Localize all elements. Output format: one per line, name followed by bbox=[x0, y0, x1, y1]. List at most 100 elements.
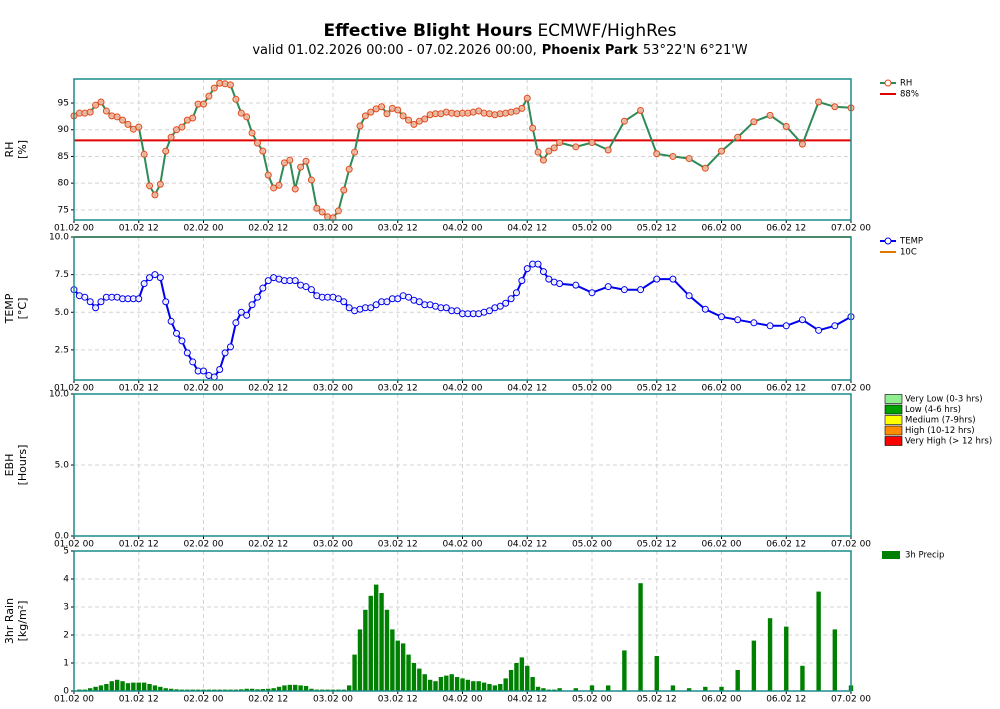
header: Effective Blight Hours ECMWF/HighRes vali… bbox=[0, 20, 1000, 60]
data-point bbox=[334, 207, 342, 215]
data-point bbox=[701, 164, 709, 172]
x-tick-label: 06.02 12 bbox=[766, 224, 806, 234]
x-tick-label: 05.02 12 bbox=[637, 695, 677, 705]
coords: 53°22'N 6°21'W bbox=[642, 43, 748, 58]
bar bbox=[271, 688, 276, 691]
data-point bbox=[378, 103, 386, 111]
data-point bbox=[502, 299, 510, 307]
legend-label: Low (4-6 hrs) bbox=[905, 405, 961, 415]
data-point bbox=[372, 301, 380, 309]
data-point bbox=[410, 120, 418, 128]
data-point bbox=[92, 304, 100, 312]
bar bbox=[800, 665, 805, 691]
data-point bbox=[259, 147, 267, 155]
data-point bbox=[637, 286, 645, 294]
y-axis-label: 3hr Rain bbox=[3, 598, 16, 644]
x-tick-label: 05.02 12 bbox=[637, 384, 677, 394]
bar bbox=[557, 688, 562, 691]
data-point bbox=[146, 182, 154, 190]
bar bbox=[460, 678, 465, 691]
data-point bbox=[270, 184, 278, 192]
bar bbox=[395, 640, 400, 691]
data-point bbox=[637, 107, 645, 115]
data-point bbox=[604, 146, 612, 154]
y-tick-label: 10.0 bbox=[49, 233, 69, 243]
bar bbox=[168, 688, 174, 691]
data-point bbox=[572, 143, 580, 151]
plot-frame bbox=[73, 550, 852, 692]
bar bbox=[384, 609, 390, 691]
data-point bbox=[156, 180, 164, 188]
data-point bbox=[523, 265, 531, 273]
y-axis-label: [kg/m²] bbox=[16, 601, 29, 642]
data-point bbox=[237, 109, 245, 117]
data-point bbox=[86, 108, 94, 116]
x-tick-label: 06.02 00 bbox=[701, 540, 741, 550]
data-point bbox=[253, 293, 261, 301]
data-point bbox=[534, 148, 542, 156]
data-point bbox=[232, 95, 240, 103]
bar bbox=[735, 670, 740, 691]
plot-frame bbox=[73, 236, 852, 381]
data-point bbox=[210, 373, 218, 381]
y-tick-label: 7.5 bbox=[55, 270, 69, 280]
y-axis-label: TEMP bbox=[3, 293, 16, 324]
data-point bbox=[248, 301, 256, 309]
data-point bbox=[367, 108, 375, 116]
data-point bbox=[588, 289, 596, 297]
data-point bbox=[518, 104, 526, 112]
bar bbox=[309, 688, 314, 691]
data-point bbox=[405, 116, 413, 124]
y-tick-label: 5 bbox=[63, 547, 69, 557]
bar bbox=[303, 685, 309, 691]
bar bbox=[508, 670, 514, 691]
bar bbox=[357, 629, 363, 691]
data-point bbox=[140, 150, 148, 158]
x-tick-label: 03.02 00 bbox=[313, 540, 353, 550]
data-point bbox=[766, 111, 774, 119]
data-point bbox=[119, 116, 127, 124]
data-point bbox=[102, 107, 110, 115]
data-point bbox=[383, 298, 391, 306]
data-point bbox=[189, 114, 197, 122]
x-tick-label: 07.02 00 bbox=[831, 224, 871, 234]
bar bbox=[686, 688, 692, 691]
x-tick-label: 06.02 00 bbox=[701, 695, 741, 705]
bar bbox=[535, 686, 541, 691]
x-tick-label: 06.02 12 bbox=[766, 384, 806, 394]
bar bbox=[346, 685, 352, 691]
bar bbox=[125, 683, 131, 691]
data-point bbox=[669, 152, 677, 160]
legend-marker bbox=[884, 79, 892, 87]
legend-label: Very Low (0-3 hrs) bbox=[905, 395, 983, 405]
data-point bbox=[620, 286, 628, 294]
data-point bbox=[588, 139, 596, 147]
data-point bbox=[226, 343, 234, 351]
bar bbox=[114, 679, 120, 691]
data-point bbox=[334, 295, 342, 303]
data-point bbox=[200, 100, 207, 108]
x-tick-label: 03.02 00 bbox=[313, 384, 353, 394]
y-tick-label: 0 bbox=[63, 687, 69, 697]
data-point bbox=[523, 94, 531, 102]
data-point bbox=[156, 274, 164, 282]
x-tick-label: 01.02 00 bbox=[54, 695, 94, 705]
y-tick-label: 75 bbox=[58, 205, 69, 215]
y-axis-label: [Hours] bbox=[16, 445, 29, 486]
x-tick-label: 07.02 00 bbox=[831, 540, 871, 550]
y-tick-label: 95 bbox=[58, 99, 69, 109]
bar bbox=[287, 684, 293, 691]
bar bbox=[751, 640, 757, 691]
data-point bbox=[701, 305, 709, 313]
bar bbox=[654, 656, 659, 691]
bar bbox=[454, 677, 460, 691]
data-point bbox=[167, 317, 175, 325]
x-tick-label: 05.02 12 bbox=[637, 540, 677, 550]
data-point bbox=[297, 163, 305, 171]
data-point bbox=[264, 277, 272, 285]
y-tick-label: 0.0 bbox=[55, 532, 70, 542]
x-tick-label: 03.02 12 bbox=[378, 384, 418, 394]
bar bbox=[476, 681, 481, 691]
x-tick-label: 05.02 00 bbox=[572, 224, 612, 234]
y-tick-label: 1 bbox=[63, 659, 69, 669]
